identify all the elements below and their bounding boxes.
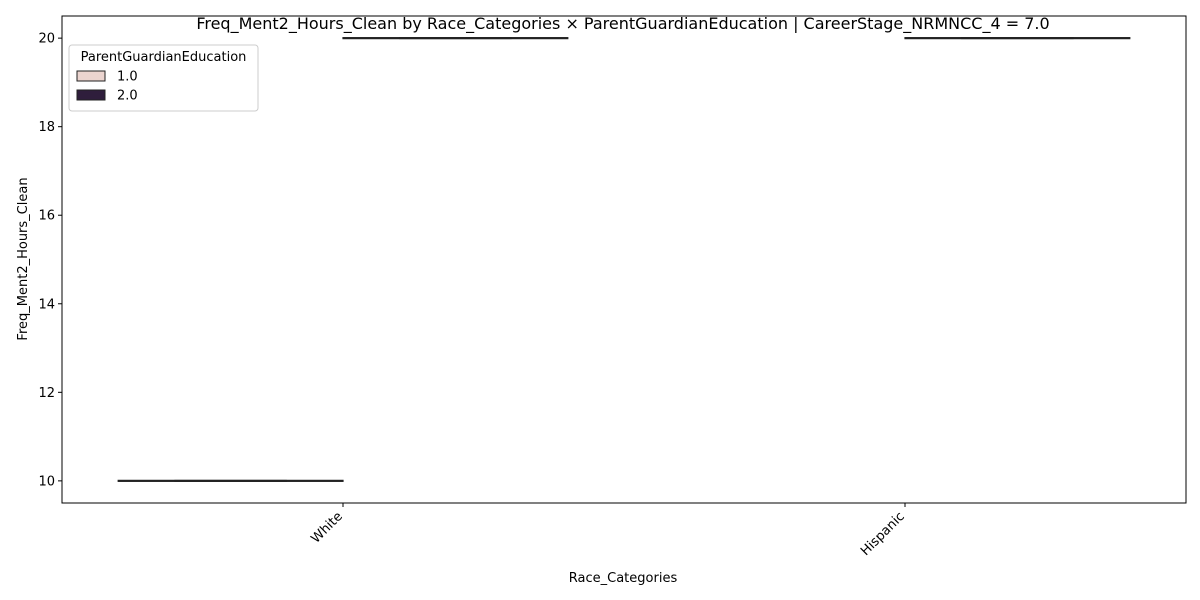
plot-frame bbox=[61, 15, 1187, 504]
y-axis-label: Freq_Ment2_Hours_Clean bbox=[16, 177, 31, 340]
legend-swatch-2.0 bbox=[76, 89, 106, 101]
y-tick-label: 14 bbox=[38, 297, 55, 312]
legend-swatch-1.0 bbox=[76, 70, 106, 82]
chart-title: Freq_Ment2_Hours_Clean by Race_Categorie… bbox=[196, 14, 1049, 34]
y-tick-label: 12 bbox=[38, 386, 55, 401]
x-axis-label: Race_Categories bbox=[569, 571, 678, 586]
legend-label-2.0: 2.0 bbox=[117, 89, 138, 104]
x-tick-label-hispanic: Hispanic bbox=[858, 509, 908, 559]
y-tick-label: 10 bbox=[38, 474, 55, 489]
x-tick-label-white: White bbox=[308, 509, 345, 546]
legend-label-1.0: 1.0 bbox=[117, 70, 138, 85]
y-tick-label: 18 bbox=[38, 120, 55, 135]
legend-frame bbox=[68, 44, 259, 112]
y-tick-label: 20 bbox=[38, 32, 55, 47]
legend-title: ParentGuardianEducation bbox=[81, 50, 247, 65]
legend: ParentGuardianEducation 1.0 2.0 bbox=[68, 44, 259, 112]
y-tick-label: 16 bbox=[38, 209, 55, 224]
